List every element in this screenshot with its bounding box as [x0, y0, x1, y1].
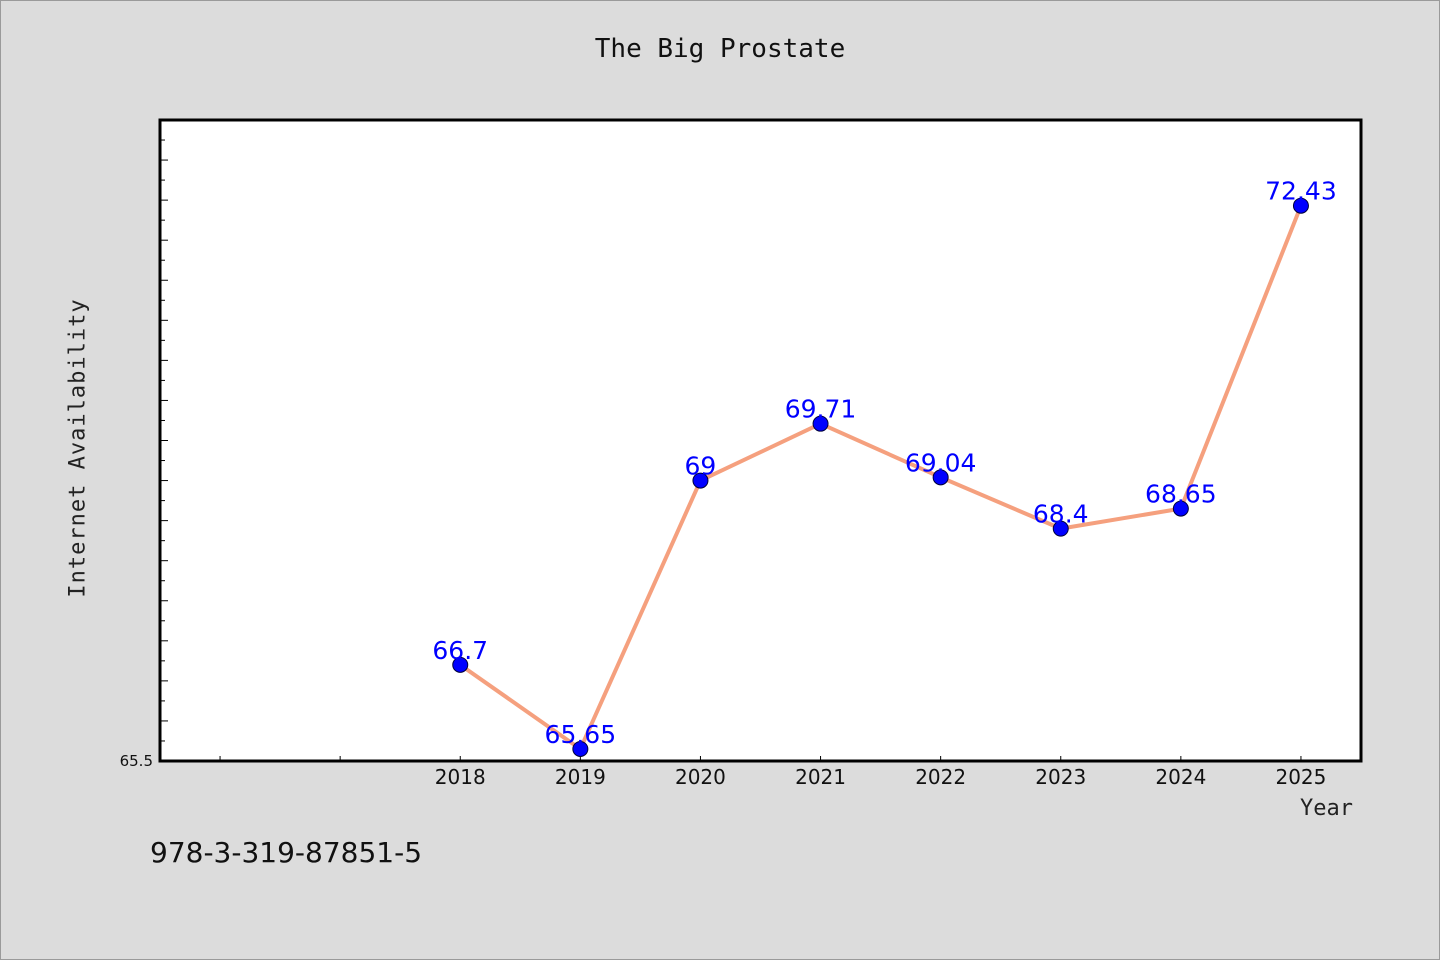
y-axis-min-label: 65.5 — [120, 752, 153, 770]
data-point — [932, 469, 949, 486]
data-point — [812, 415, 829, 432]
x-axis-tick-labels: 2018 2019 2020 2021 2022 2023 2024 2025 — [435, 765, 1327, 789]
data-label: 69 — [685, 452, 717, 481]
data-point — [692, 472, 709, 489]
plot-area — [158, 118, 1363, 763]
x-tick-label: 2019 — [555, 765, 606, 789]
x-tick-label: 2024 — [1155, 765, 1206, 789]
data-markers — [452, 197, 1309, 757]
x-axis-label: Year — [1300, 796, 1353, 821]
data-point — [452, 656, 469, 673]
data-point — [572, 740, 589, 757]
x-tick-label: 2023 — [1035, 765, 1086, 789]
data-point — [1172, 500, 1189, 517]
data-label: 68.65 — [1145, 480, 1217, 509]
x-axis-ticks — [219, 756, 1302, 761]
data-label: 65.65 — [545, 720, 617, 749]
data-label: 69.04 — [905, 448, 977, 477]
footer-code: 978-3-319-87851-5 — [150, 836, 423, 869]
data-label: 72.43 — [1265, 177, 1337, 206]
y-axis-ticks — [160, 119, 168, 762]
chart-title: The Big Prostate — [594, 34, 846, 64]
x-tick-label: 2022 — [915, 765, 966, 789]
x-tick-label: 2025 — [1275, 765, 1326, 789]
data-point — [1292, 197, 1309, 214]
y-axis-label: Internet Availability — [65, 298, 91, 598]
data-label: 68.4 — [1033, 500, 1089, 529]
x-tick-label: 2020 — [675, 765, 726, 789]
x-tick-label: 2021 — [795, 765, 846, 789]
data-labels: 66.7 65.65 69 69.71 69.04 68.4 68.65 72.43 — [432, 177, 1336, 749]
data-label: 66.7 — [432, 636, 488, 665]
series-line — [459, 204, 1303, 751]
x-tick-label: 2018 — [435, 765, 486, 789]
data-point — [1052, 520, 1069, 537]
data-label: 69.71 — [785, 395, 857, 424]
